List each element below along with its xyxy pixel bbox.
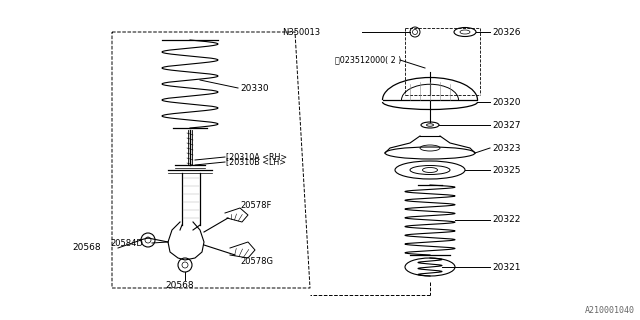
Text: N350013: N350013 [282,28,320,36]
Text: 20578G: 20578G [240,258,273,267]
Text: ⓝ023512000( 2 ): ⓝ023512000( 2 ) [335,55,401,65]
Text: 20321: 20321 [492,262,520,271]
Text: 20320: 20320 [492,98,520,107]
Text: 20326: 20326 [492,28,520,36]
Text: 20325: 20325 [492,165,520,174]
Text: 20584D: 20584D [110,238,143,247]
Text: 20568: 20568 [72,244,100,252]
Text: 20322: 20322 [492,215,520,225]
Text: 20327: 20327 [492,121,520,130]
Text: 20568: 20568 [165,281,194,290]
Text: [20310A <RH>: [20310A <RH> [226,153,287,162]
Text: 20578F: 20578F [240,201,271,210]
Text: 20330: 20330 [240,84,269,92]
Text: [20310B <LH>: [20310B <LH> [226,157,286,166]
Text: 20323: 20323 [492,143,520,153]
Text: A210001040: A210001040 [585,306,635,315]
